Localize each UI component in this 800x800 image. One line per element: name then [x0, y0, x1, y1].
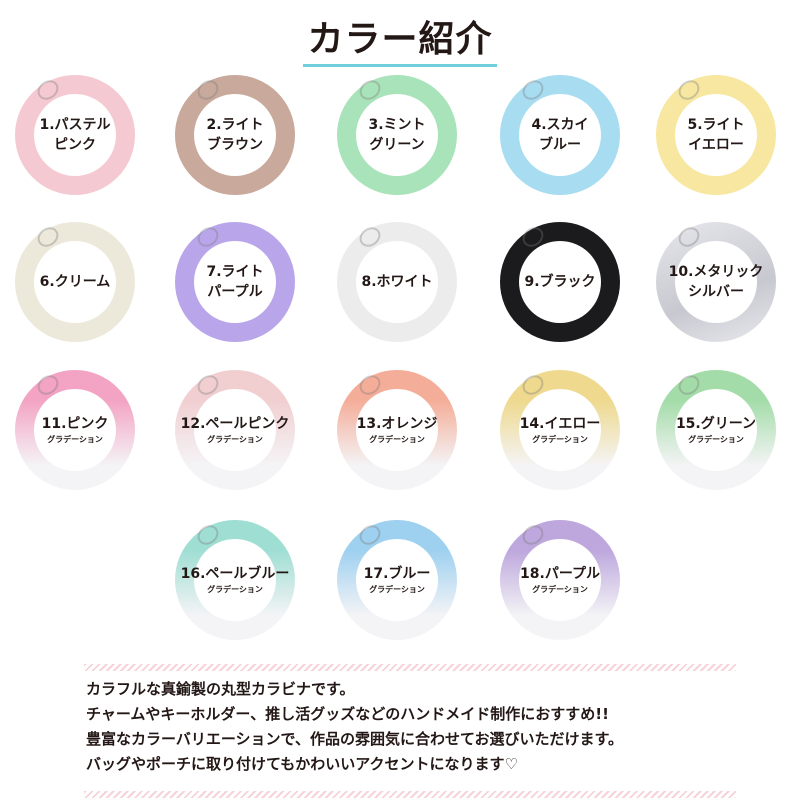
color-name-line2: ブラウン: [207, 137, 263, 153]
color-name: 1.パステル: [39, 117, 111, 133]
color-label: 6.クリーム: [0, 272, 150, 292]
color-label: 18.パープルグラデーション: [485, 564, 635, 596]
color-name: 16.ペールブルー: [180, 566, 290, 582]
color-label: 15.グリーングラデーション: [641, 414, 791, 446]
ring-hole: [194, 241, 276, 323]
gradient-sublabel: グラデーション: [369, 435, 425, 444]
color-name: 15.グリーン: [675, 416, 757, 432]
description-line: カラフルな真鍮製の丸型カラビナです。: [86, 680, 355, 698]
ring-hole: [194, 539, 276, 621]
color-name-line2: ピンク: [54, 137, 96, 153]
ring-hole: [675, 389, 757, 471]
color-name: 6.クリーム: [39, 274, 111, 290]
ring-hole: [675, 241, 757, 323]
color-name: 14.イエロー: [519, 416, 601, 432]
color-name: 7.ライト: [206, 264, 264, 280]
color-label: 16.ペールブルーグラデーション: [160, 564, 310, 596]
color-label: 11.ピンクグラデーション: [0, 414, 150, 446]
carabiner-ring-5: [656, 75, 776, 195]
carabiner-ring-1: [15, 75, 135, 195]
ring-hole: [519, 241, 601, 323]
color-name-line2: シルバー: [688, 284, 744, 300]
carabiner-ring-13: [337, 370, 457, 490]
color-name: 11.ピンク: [41, 416, 109, 432]
carabiner-ring-11: [15, 370, 135, 490]
carabiner-ring-9: [500, 222, 620, 342]
ring-hole: [356, 539, 438, 621]
color-label: 8.ホワイト: [322, 272, 472, 292]
carabiner-ring-18: [500, 520, 620, 640]
divider-bottom: [84, 791, 736, 798]
gradient-sublabel: グラデーション: [532, 585, 588, 594]
color-label: 2.ライトブラウン: [160, 115, 310, 155]
color-label: 3.ミントグリーン: [322, 115, 472, 155]
description-line: 豊富なカラーバリエーションで、作品の雰囲気に合わせてお選びいただけます。: [86, 730, 624, 748]
color-name: 5.ライト: [687, 117, 745, 133]
ring-hole: [194, 94, 276, 176]
gradient-sublabel: グラデーション: [207, 585, 263, 594]
title: カラー紹介: [0, 18, 800, 67]
color-name: 4.スカイ: [531, 117, 589, 133]
color-name: 12.ペールピンク: [180, 416, 290, 432]
ring-hole: [34, 241, 116, 323]
color-label: 9.ブラック: [485, 272, 635, 292]
color-name: 13.オレンジ: [356, 416, 438, 432]
color-label: 1.パステル ピンク: [0, 115, 150, 155]
gradient-sublabel: グラデーション: [532, 435, 588, 444]
ring-hole: [519, 389, 601, 471]
ring-hole: [194, 389, 276, 471]
color-name-line2: パープル: [207, 284, 263, 300]
color-name: 18.パープル: [520, 566, 600, 582]
carabiner-ring-3: [337, 75, 457, 195]
color-name: 2.ライト: [206, 117, 264, 133]
color-name: 9.ブラック: [524, 274, 596, 290]
description-line: バッグやポーチに取り付けてもかわいいアクセントになります♡: [86, 755, 518, 773]
ring-hole: [675, 94, 757, 176]
carabiner-ring-7: [175, 222, 295, 342]
description: カラフルな真鍮製の丸型カラビナです。 チャームやキーホルダー、推し活グッズなどの…: [86, 677, 623, 777]
ring-hole: [356, 94, 438, 176]
page-title: カラー紹介: [303, 18, 497, 67]
color-label: 14.イエローグラデーション: [485, 414, 635, 446]
carabiner-ring-2: [175, 75, 295, 195]
carabiner-ring-6: [15, 222, 135, 342]
carabiner-ring-16: [175, 520, 295, 640]
carabiner-ring-17: [337, 520, 457, 640]
carabiner-ring-14: [500, 370, 620, 490]
color-label: 7.ライトパープル: [160, 262, 310, 302]
color-label: 17.ブルーグラデーション: [322, 564, 472, 596]
carabiner-ring-4: [500, 75, 620, 195]
ring-hole: [356, 241, 438, 323]
carabiner-ring-8: [337, 222, 457, 342]
description-line: チャームやキーホルダー、推し活グッズなどのハンドメイド制作におすすめ!!: [86, 705, 609, 723]
color-name-line2: イエロー: [688, 137, 744, 153]
color-label: 12.ペールピンクグラデーション: [160, 414, 310, 446]
color-label: 13.オレンジグラデーション: [322, 414, 472, 446]
carabiner-ring-12: [175, 370, 295, 490]
color-name: 8.ホワイト: [361, 274, 433, 290]
gradient-sublabel: グラデーション: [688, 435, 744, 444]
gradient-sublabel: グラデーション: [207, 435, 263, 444]
color-label: 5.ライトイエロー: [641, 115, 791, 155]
ring-hole: [519, 94, 601, 176]
divider-top: [84, 664, 736, 671]
color-name: 10.メタリック: [668, 264, 764, 280]
ring-hole: [34, 94, 116, 176]
color-name: 17.ブルー: [363, 566, 431, 582]
carabiner-ring-10: [656, 222, 776, 342]
carabiner-ring-15: [656, 370, 776, 490]
color-name: 3.ミント: [368, 117, 426, 133]
color-label: 10.メタリック シルバー: [641, 262, 791, 302]
ring-hole: [34, 389, 116, 471]
color-name-line2: ブルー: [539, 137, 581, 153]
gradient-sublabel: グラデーション: [47, 435, 103, 444]
ring-hole: [519, 539, 601, 621]
color-name-line2: グリーン: [369, 137, 425, 153]
color-label: 4.スカイブルー: [485, 115, 635, 155]
ring-hole: [356, 389, 438, 471]
gradient-sublabel: グラデーション: [369, 585, 425, 594]
